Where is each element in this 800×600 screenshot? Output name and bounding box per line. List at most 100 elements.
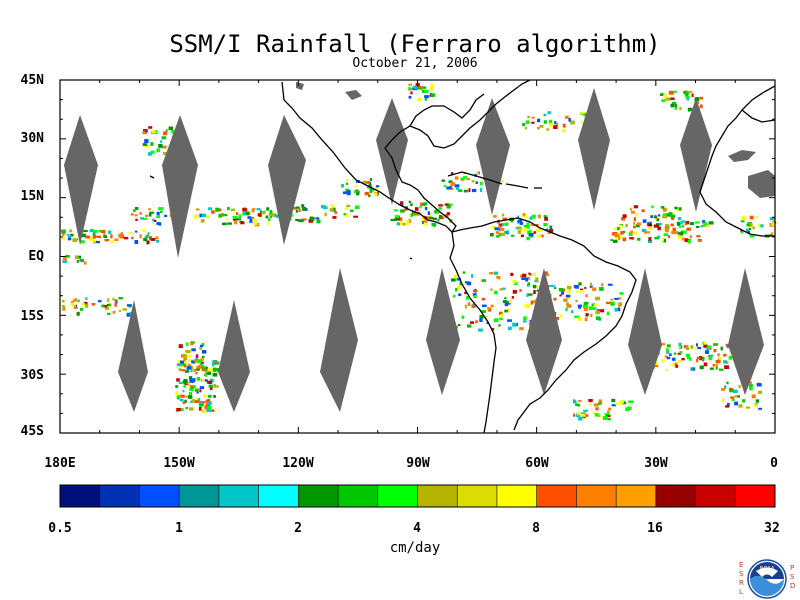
rainfall-pixel bbox=[581, 415, 586, 419]
rainfall-pixel bbox=[158, 207, 164, 211]
rainfall-pixel bbox=[142, 229, 146, 232]
rainfall-pixel bbox=[498, 225, 501, 228]
rainfall-pixel bbox=[487, 307, 490, 310]
rainfall-pixel bbox=[205, 403, 211, 407]
rainfall-pixel bbox=[467, 302, 471, 307]
rainfall-pixel bbox=[202, 409, 206, 414]
rainfall-pixel bbox=[143, 129, 146, 132]
rainfall-pixel bbox=[183, 384, 186, 388]
rainfall-pixel bbox=[91, 303, 96, 306]
rainfall-pixel bbox=[647, 239, 653, 244]
rainfall-pixel bbox=[525, 278, 529, 282]
rainfall-pixel bbox=[375, 186, 379, 190]
rainfall-pixel bbox=[618, 302, 622, 307]
rainfall-pixel bbox=[195, 208, 200, 211]
rainfall-pixel bbox=[663, 238, 667, 243]
rainfall-pixel bbox=[429, 86, 434, 90]
rainfall-pixel bbox=[656, 218, 660, 222]
rainfall-pixel bbox=[176, 363, 182, 367]
rainfall-pixel bbox=[211, 368, 216, 373]
rainfall-pixel bbox=[535, 277, 538, 281]
coastline-cuba bbox=[447, 171, 503, 185]
rainfall-pixel bbox=[626, 406, 632, 410]
rainfall-pixel bbox=[343, 213, 347, 216]
rainfall-pixel bbox=[632, 231, 638, 235]
rainfall-pixel bbox=[446, 205, 451, 209]
rainfall-pixel bbox=[703, 344, 709, 348]
rainfall-pixel bbox=[189, 379, 192, 383]
rainfall-pixel bbox=[400, 222, 406, 226]
rainfall-pixel bbox=[617, 297, 622, 300]
rainfall-pixel bbox=[653, 364, 659, 368]
rainfall-pixel bbox=[578, 400, 582, 403]
rainfall-pixel bbox=[479, 315, 484, 319]
rainfall-pixel bbox=[606, 311, 610, 316]
rainfall-pixel bbox=[530, 300, 534, 305]
rainfall-pixel bbox=[669, 353, 672, 357]
rainfall-pixel bbox=[123, 236, 129, 240]
rainfall-pixel bbox=[128, 305, 132, 308]
rainfall-pixel bbox=[410, 91, 413, 95]
rainfall-pixel bbox=[519, 289, 522, 292]
rainfall-pixel bbox=[684, 238, 689, 243]
rainfall-pixel bbox=[493, 215, 497, 218]
rainfall-pixel bbox=[502, 300, 508, 304]
rainfall-pixel bbox=[512, 279, 517, 284]
rainfall-pixel bbox=[245, 211, 250, 216]
coastline-layer bbox=[149, 79, 776, 434]
rainfall-pixel bbox=[81, 302, 85, 305]
rainfall-pixel bbox=[607, 410, 610, 414]
rainfall-pixel bbox=[126, 312, 131, 317]
rainfall-pixel bbox=[405, 206, 408, 209]
greenland-iceland-patches bbox=[296, 82, 775, 198]
lon-label-180e: 180E bbox=[44, 456, 76, 471]
rainfall-pixel bbox=[535, 285, 538, 288]
rainfall-pixel bbox=[633, 221, 636, 225]
rainfall-pixel bbox=[699, 104, 703, 109]
rainfall-pixel bbox=[661, 237, 665, 241]
rainfall-pixel bbox=[441, 179, 445, 182]
rainfall-pixel bbox=[341, 184, 344, 188]
rainfall-pixel bbox=[208, 380, 213, 384]
rainfall-pixel bbox=[462, 176, 468, 179]
rainfall-pixel bbox=[577, 304, 582, 307]
rainfall-pixel bbox=[665, 97, 671, 101]
rainfall-pixel bbox=[190, 400, 193, 403]
rainfall-pixel bbox=[422, 89, 425, 93]
rainfall-pixel bbox=[561, 291, 565, 295]
rainfall-pixel bbox=[140, 217, 144, 220]
colorbar-tick-0-5: 0.5 bbox=[48, 521, 72, 536]
rainfall-pixel bbox=[83, 229, 88, 233]
rainfall-pixel bbox=[539, 125, 544, 128]
rainfall-pixel bbox=[748, 223, 753, 227]
rainfall-pixel bbox=[424, 219, 428, 223]
rainfall-pixel bbox=[611, 398, 616, 403]
rainfall-pixel bbox=[594, 413, 599, 417]
rainfall-pixel bbox=[725, 405, 729, 408]
rainfall-pixel bbox=[369, 188, 374, 192]
rainfall-pixel bbox=[504, 222, 509, 226]
rainfall-pixel bbox=[537, 118, 541, 123]
rainfall-pixel bbox=[495, 231, 500, 235]
rainfall-pixel bbox=[670, 223, 674, 227]
rainfall-pixel bbox=[741, 216, 747, 220]
rainfall-pixel bbox=[508, 299, 512, 304]
rainfall-pixel bbox=[434, 209, 440, 214]
rainfall-pixel bbox=[181, 381, 185, 384]
rainfall-pixel bbox=[641, 209, 645, 213]
colorbar bbox=[59, 484, 776, 508]
rainfall-pixel bbox=[443, 184, 447, 188]
rainfall-pixel bbox=[561, 128, 566, 133]
rainfall-pixel bbox=[615, 402, 619, 406]
rainfall-pixel bbox=[553, 297, 557, 301]
rainfall-pixel bbox=[178, 368, 182, 372]
rainfall-pixel bbox=[414, 207, 419, 211]
rainfall-pixel bbox=[247, 216, 252, 219]
rainfall-pixel bbox=[584, 286, 587, 290]
rainfall-pixel bbox=[329, 208, 335, 212]
rainfall-pixel bbox=[721, 388, 725, 391]
rainfall-pixel bbox=[610, 239, 614, 242]
rainfall-pixel bbox=[146, 240, 150, 245]
rainfall-pixel bbox=[94, 235, 100, 238]
rainfall-pixel bbox=[408, 95, 412, 99]
